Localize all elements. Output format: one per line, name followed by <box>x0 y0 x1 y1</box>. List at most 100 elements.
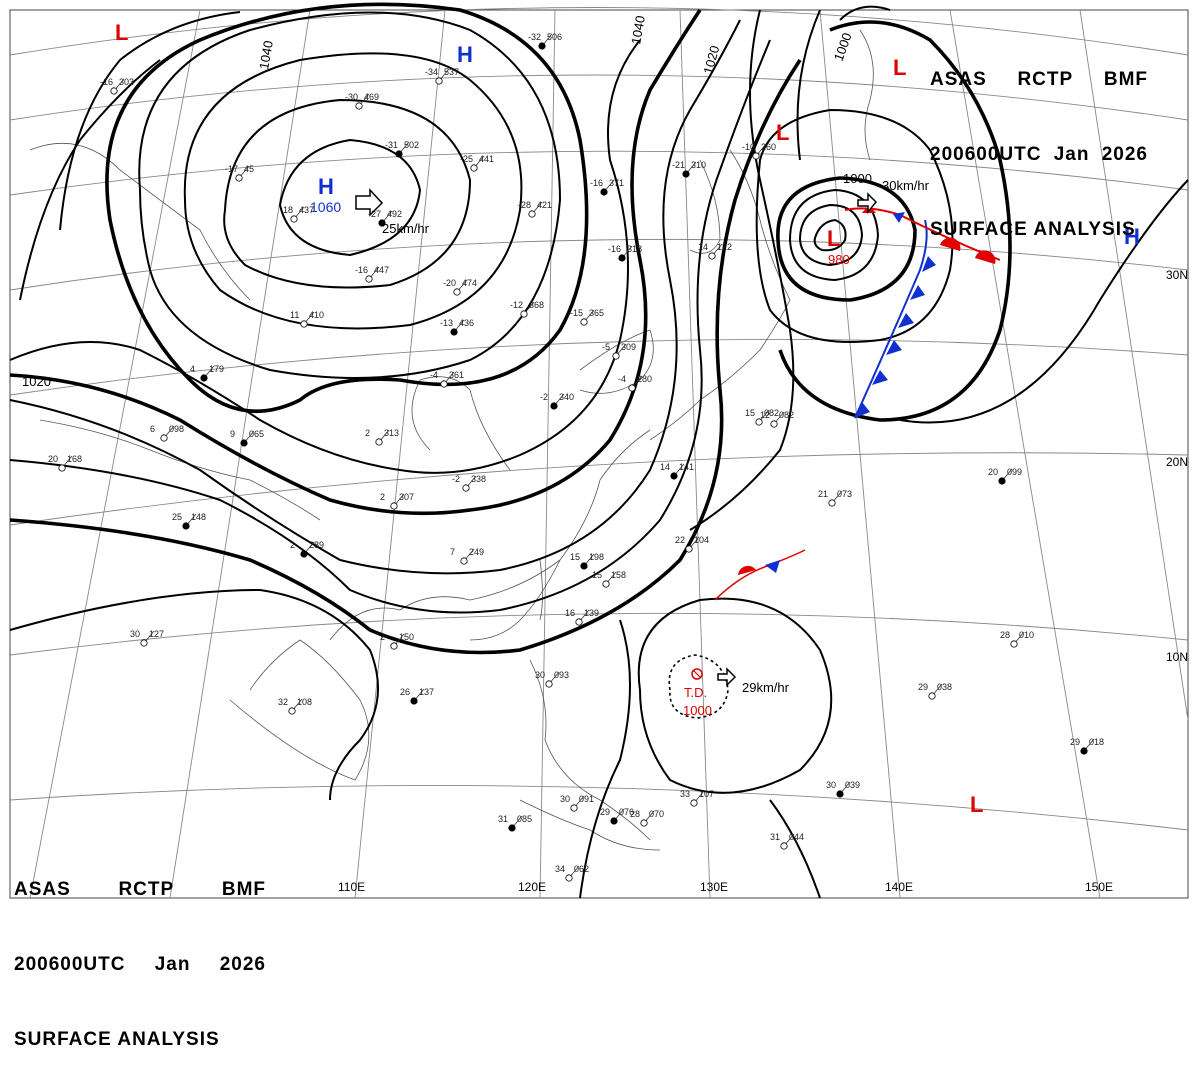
low-main-symbol: L <box>827 226 840 251</box>
lon-label: 150E <box>1085 880 1113 894</box>
station-temperature: -25 <box>460 154 473 164</box>
station-sky-cover-icon <box>378 219 386 227</box>
low-ne1-symbol: L <box>893 55 906 80</box>
isobar-label: 1040 <box>256 39 276 70</box>
station-plot: 29 038 <box>918 682 952 700</box>
station-plot: 16 139 <box>565 608 599 626</box>
station-temperature: -16 <box>590 178 603 188</box>
station-pressure: 198 <box>589 552 604 562</box>
header-bureau: BMF <box>1103 69 1148 90</box>
chart-header-bottom: ASAS RCTP BMF 200600UTC Jan 2026 SURFACE ANA… <box>14 827 266 1077</box>
motion-arrows: 25km/hr 30km/hr 29km/hr <box>355 178 930 695</box>
td-center-icon <box>691 668 703 680</box>
station-temperature: 14 <box>660 462 670 472</box>
station-pressure: 45 <box>244 164 254 174</box>
station-temperature: 30 <box>535 670 545 680</box>
station-pressure: 010 <box>1019 630 1034 640</box>
station-sky-cover-icon <box>435 77 443 85</box>
station-plot: -25 441 <box>460 154 494 172</box>
station-plot: -2 340 <box>540 392 574 410</box>
station-plot: 29 076 <box>600 807 634 825</box>
station-plot: 11 410 <box>290 310 324 328</box>
header-agency: ASAS <box>14 879 71 900</box>
isobar-label: 1020 <box>22 374 51 389</box>
high-north-symbol: H <box>457 42 473 67</box>
station-plot: -16 371 <box>590 178 624 196</box>
isobar-label: 1000 <box>843 171 872 186</box>
station-plot: 31 044 <box>770 832 804 850</box>
station-temperature: 28 <box>1000 630 1010 640</box>
station-pressure: 148 <box>191 512 206 522</box>
station-temperature: -4 <box>618 374 626 384</box>
lat-label: 30N <box>1166 268 1188 282</box>
low-se-symbol: L <box>970 792 983 817</box>
low-motion-speed: 30km/hr <box>882 178 930 193</box>
station-plot: 2 313 <box>365 428 399 446</box>
station-temperature: 6 <box>150 424 155 434</box>
station-sky-cover-icon <box>690 799 698 807</box>
station-plot: 2 289 <box>290 540 324 558</box>
high-main-pressure: 1060 <box>310 199 341 215</box>
station-plot: -18 437 <box>280 205 314 223</box>
station-sky-cover-icon <box>828 499 836 507</box>
station-sky-cover-icon <box>928 692 936 700</box>
station-plot: -34 537 <box>425 67 459 85</box>
station-sky-cover-icon <box>640 819 648 827</box>
station-pressure: 179 <box>209 364 224 374</box>
station-plot: -13 436 <box>440 318 474 336</box>
lon-label: 130E <box>700 880 728 894</box>
header-agency: ASAS <box>930 69 987 90</box>
lon-label: 140E <box>885 880 913 894</box>
station-temperature: 15 <box>745 408 755 418</box>
lon-label: 110E <box>338 880 365 894</box>
station-sky-cover-icon <box>462 484 470 492</box>
station-temperature: 2 <box>365 428 370 438</box>
station-pressure: 107 <box>699 789 714 799</box>
station-plot: 2 150 <box>380 632 414 650</box>
station-sky-cover-icon <box>110 87 118 95</box>
station-plot: -21 310 <box>672 160 706 178</box>
station-plot: 26 137 <box>400 687 434 705</box>
station-pressure: 168 <box>67 454 82 464</box>
station-pressure: 062 <box>574 864 589 874</box>
station-plot: 25 148 <box>172 512 206 530</box>
station-temperature: -34 <box>425 67 438 77</box>
station-pressure: 338 <box>471 474 486 484</box>
station-plot: -15 365 <box>570 308 604 326</box>
station-temperature: -21 <box>672 160 685 170</box>
td-pressure: 1000 <box>683 703 712 718</box>
station-temperature: -30 <box>345 92 358 102</box>
station-temperature: 14 <box>698 242 708 252</box>
station-sky-cover-icon <box>682 170 690 178</box>
station-sky-cover-icon <box>1010 640 1018 648</box>
station-pressure: 340 <box>559 392 574 402</box>
station-temperature: 22 <box>675 535 685 545</box>
station-pressure: 309 <box>621 342 636 352</box>
station-pressure: 093 <box>554 670 569 680</box>
station-pressure: 502 <box>404 140 419 150</box>
isobar-label: 1020 <box>700 44 722 76</box>
station-pressure: 436 <box>459 318 474 328</box>
station-plot: 20 168 <box>48 454 82 472</box>
station-plot: 28 070 <box>630 809 664 827</box>
station-sky-cover-icon <box>600 188 608 196</box>
station-temperature: -31 <box>385 140 398 150</box>
station-temperature: -16 <box>608 244 621 254</box>
station-temperature: 4 <box>190 364 195 374</box>
station-temperature: -17 <box>225 164 238 174</box>
station-sky-cover-icon <box>685 545 693 553</box>
station-temperature: 11 <box>290 310 299 320</box>
station-pressure: 065 <box>249 429 264 439</box>
header-month: Jan <box>1053 144 1090 165</box>
station-sky-cover-icon <box>182 522 190 530</box>
station-sky-cover-icon <box>355 102 363 110</box>
station-sky-cover-icon <box>410 697 418 705</box>
station-sky-cover-icon <box>240 439 248 447</box>
station-temperature: -32 <box>528 32 541 42</box>
station-temperature: -2 <box>452 474 460 484</box>
station-pressure: 104 <box>694 535 709 545</box>
station-temperature: 34 <box>555 864 565 874</box>
high-motion-arrow-icon <box>355 188 384 217</box>
station-temperature: 2 <box>380 492 385 502</box>
station-sky-cover-icon <box>395 150 403 158</box>
